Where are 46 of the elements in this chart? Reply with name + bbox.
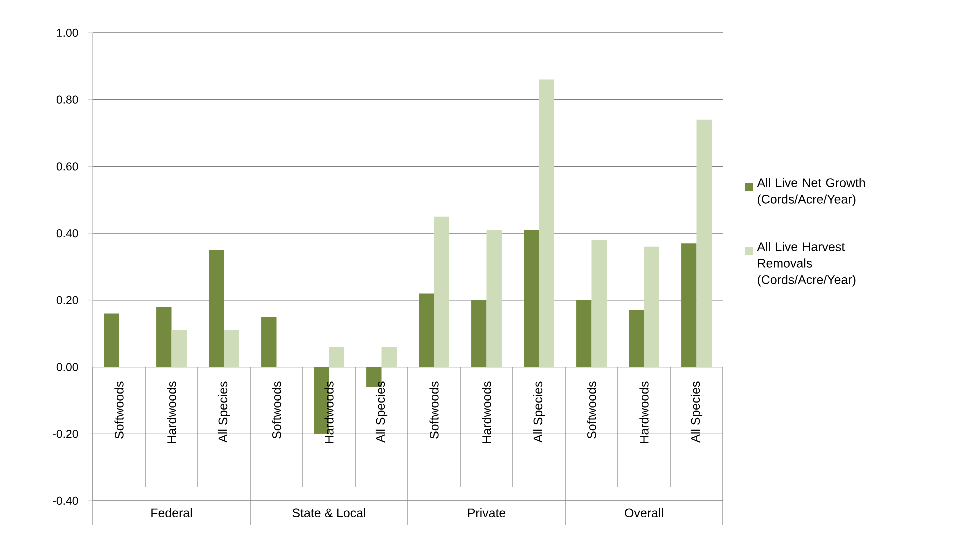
- bar: [592, 240, 607, 368]
- x-tick-label: Softwoods: [430, 382, 439, 439]
- text: Overall: [625, 508, 664, 518]
- bar: [682, 244, 697, 368]
- y-tick-label: 1.00: [57, 28, 78, 38]
- legend-label: All Live Net Growth (Cords/Acre/Year): [757, 178, 866, 206]
- bar: [172, 330, 187, 368]
- bar: [486, 230, 502, 368]
- y-tick-label: 0.40: [56, 230, 78, 238]
- y-tick-label: -0.20: [53, 430, 78, 438]
- text: Federal: [152, 508, 192, 518]
- bar: [329, 347, 344, 368]
- bar: [472, 300, 487, 368]
- bar: [524, 230, 540, 368]
- bar: [539, 80, 554, 368]
- y-tick-label: 0.20: [56, 296, 78, 304]
- bar: [696, 120, 712, 368]
- x-tick-label: All Species: [533, 382, 546, 443]
- x-tick-label: All Species: [690, 382, 703, 443]
- x-tick-label: Softwoods: [272, 382, 282, 439]
- bar: [382, 347, 397, 368]
- bar: [434, 216, 450, 368]
- bar: [104, 314, 120, 368]
- x-tick-label: All Species: [218, 382, 230, 443]
- text: State & Local: [292, 508, 366, 518]
- bar: [209, 250, 224, 368]
- legend-label: All Live Harvest Removals (Cords/Acre/Year): [757, 242, 856, 287]
- x-tick-label: Softwoods: [587, 382, 596, 439]
- text: Private: [468, 508, 506, 518]
- y-tick-label: 0.60: [56, 162, 78, 171]
- bar: [644, 246, 660, 368]
- bar: [224, 330, 240, 368]
- x-tick-label: Hardwoods: [640, 382, 649, 444]
- bar: [576, 300, 592, 368]
- y-tick-label: 0.80: [56, 96, 78, 104]
- x-tick-label: All Species: [376, 382, 388, 443]
- bar: [156, 307, 172, 368]
- y-tick-label: 0.00: [56, 363, 78, 372]
- x-tick-label: Hardwoods: [167, 382, 176, 444]
- x-tick-label: Softwoods: [114, 382, 124, 439]
- bar: [629, 310, 644, 368]
- bar: [419, 294, 434, 368]
- y-tick-label: -0.40: [53, 496, 78, 506]
- x-tick-label: Hardwoods: [482, 382, 492, 444]
- bar: [262, 317, 277, 368]
- x-tick-label: Hardwoods: [324, 382, 334, 444]
